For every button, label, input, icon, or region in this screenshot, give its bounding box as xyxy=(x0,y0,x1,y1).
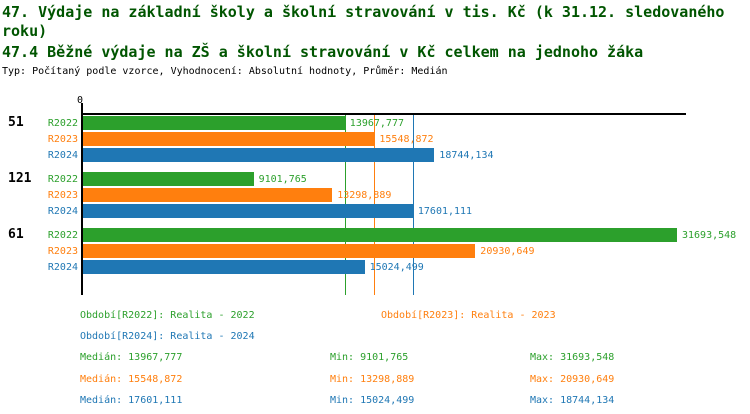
chart-meta-line: Typ: Počítaný podle vzorce, Vyhodnocení:… xyxy=(2,66,448,77)
x-axis-origin-tick xyxy=(81,103,83,113)
stat-median-r2022: Medián: 13967,777 xyxy=(80,352,183,363)
page-subtitle: 47.4 Běžné výdaje na ZŠ a školní stravov… xyxy=(2,43,644,61)
bar-group121-r2023 xyxy=(83,188,333,202)
median-line-r2024 xyxy=(412,115,414,295)
bar-group51-r2024 xyxy=(83,148,435,162)
bar-value-label: 13298,889 xyxy=(337,189,392,201)
bar-value-label: 18744,134 xyxy=(439,149,494,161)
bar-row: R2023 15548,872 xyxy=(36,132,434,146)
bar-group61-r2023 xyxy=(83,244,476,258)
stat-median-r2023: Medián: 15548,872 xyxy=(80,374,183,385)
series-tick-label: R2022 xyxy=(47,229,78,241)
bar-row: R2022 13967,777 xyxy=(36,116,404,130)
page-title: 47. Výdaje na základní školy a školní st… xyxy=(2,3,725,40)
stat-max-r2023: Max: 20930,649 xyxy=(530,374,615,385)
bar-row: R2022 9101,765 xyxy=(36,172,307,186)
bar-group61-r2024 xyxy=(83,260,365,274)
group-label-51: 51 xyxy=(8,115,24,130)
group-label-121: 121 xyxy=(8,171,32,186)
y-axis-line xyxy=(81,113,83,295)
stat-min-r2024: Min: 15024,499 xyxy=(330,395,415,406)
bar-group51-r2023 xyxy=(83,132,375,146)
bar-row: R2024 17601,111 xyxy=(36,204,472,218)
bar-value-label: 15024,499 xyxy=(369,261,424,273)
stat-min-r2023: Min: 13298,889 xyxy=(330,374,415,385)
stat-min-r2022: Min: 9101,765 xyxy=(330,352,409,363)
x-axis-line xyxy=(81,113,686,115)
bar-row: R2023 20930,649 xyxy=(36,244,534,258)
series-tick-label: R2023 xyxy=(47,189,78,201)
bar-row: R2024 18744,134 xyxy=(36,148,493,162)
legend-item-r2023: Období[R2023]: Realita - 2023 xyxy=(381,310,556,321)
bar-row: R2023 13298,889 xyxy=(36,188,391,202)
bar-row: R2024 15024,499 xyxy=(36,260,424,274)
x-axis-origin-label: 0 xyxy=(77,95,84,106)
bar-value-label: 9101,765 xyxy=(258,173,307,185)
bar-row: R2022 31693,548 xyxy=(36,228,736,242)
bar-group51-r2022 xyxy=(83,116,345,130)
series-tick-label: R2022 xyxy=(47,173,78,185)
bar-value-label: 31693,548 xyxy=(682,229,737,241)
stat-median-r2024: Medián: 17601,111 xyxy=(80,395,183,406)
series-tick-label: R2024 xyxy=(47,261,78,273)
series-tick-label: R2024 xyxy=(47,149,78,161)
group-label-61: 61 xyxy=(8,227,24,242)
stat-max-r2024: Max: 18744,134 xyxy=(530,395,615,406)
series-tick-label: R2023 xyxy=(47,245,78,257)
bar-value-label: 13967,777 xyxy=(349,117,404,129)
bar-value-label: 20930,649 xyxy=(480,245,535,257)
legend-item-r2022: Období[R2022]: Realita - 2022 xyxy=(80,310,255,321)
bar-value-label: 17601,111 xyxy=(417,205,473,217)
legend-item-r2024: Období[R2024]: Realita - 2024 xyxy=(80,331,255,342)
bar-group121-r2024 xyxy=(83,204,413,218)
series-tick-label: R2022 xyxy=(47,117,78,129)
bar-group61-r2022 xyxy=(83,228,677,242)
bar-value-label: 15548,872 xyxy=(379,133,434,145)
bar-group121-r2022 xyxy=(83,172,254,186)
series-tick-label: R2024 xyxy=(47,205,78,217)
series-tick-label: R2023 xyxy=(47,133,78,145)
stat-max-r2022: Max: 31693,548 xyxy=(530,352,615,363)
